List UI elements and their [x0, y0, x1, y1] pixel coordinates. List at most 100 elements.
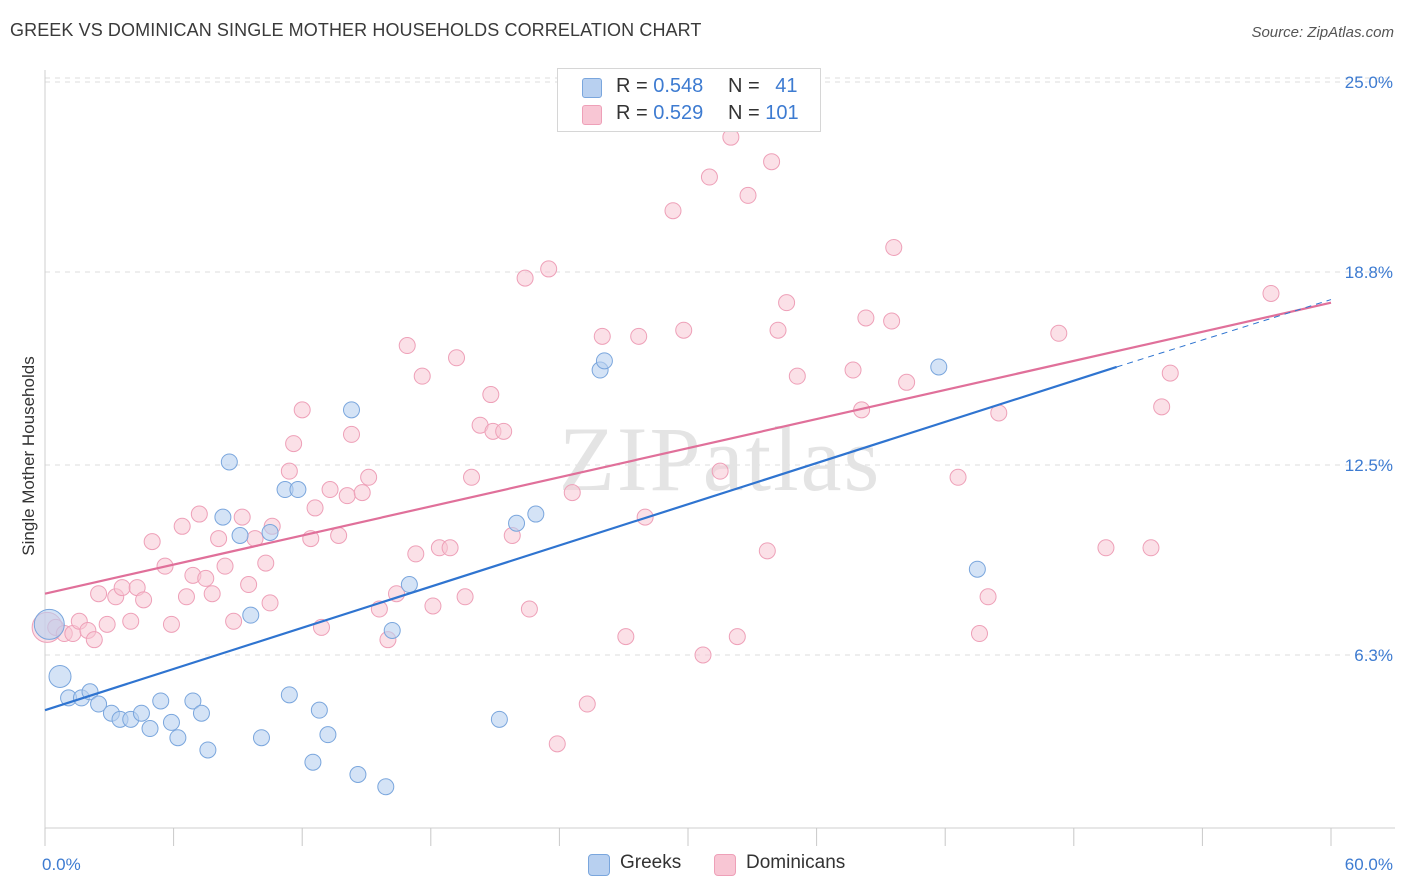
greeks-point — [968, 560, 986, 578]
greeks-point — [289, 481, 307, 499]
greeks-point — [33, 608, 65, 640]
greeks-point — [242, 606, 260, 624]
dominicans-point — [261, 594, 279, 612]
dominicans-point — [240, 576, 258, 594]
dominicans-point — [883, 312, 901, 330]
dominicans-point — [463, 468, 481, 486]
greeks-swatch — [588, 854, 610, 876]
dominicans-point — [122, 612, 140, 630]
dominicans-point — [844, 361, 862, 379]
dominicans-point — [293, 401, 311, 419]
greeks-point — [383, 621, 401, 639]
dominicans-point — [516, 269, 534, 287]
n-value-greeks: 41 — [775, 75, 798, 97]
legend-label-dominicans: Dominicans — [746, 852, 846, 873]
greeks-point — [132, 704, 150, 722]
greeks-point — [508, 514, 526, 532]
y-tick-label: 6.3% — [1354, 646, 1393, 665]
greeks-point — [141, 720, 159, 738]
dominicans-point — [424, 597, 442, 615]
dominicans-point — [85, 631, 103, 649]
dominicans-point — [578, 695, 596, 713]
r-label: R = — [616, 102, 648, 124]
dominicans-point — [1142, 539, 1160, 557]
dominicans-swatch — [714, 854, 736, 876]
dominicans-point — [210, 530, 228, 548]
dominicans-point — [1097, 539, 1115, 557]
n-label: N = — [728, 102, 760, 124]
y-tick-label: 12.5% — [1345, 456, 1393, 475]
greeks-point — [400, 576, 418, 594]
greeks-point — [595, 352, 613, 370]
source-note: Source: ZipAtlas.com — [1251, 24, 1394, 41]
dominicans-point — [664, 202, 682, 220]
greeks-point — [342, 401, 360, 419]
dominicans-point — [233, 508, 251, 526]
dominicans-point — [898, 373, 916, 391]
dominicans-point — [949, 468, 967, 486]
legend-series: Greeks Dominicans — [0, 852, 1406, 878]
dominicans-point — [280, 462, 298, 480]
dominicans-point — [441, 539, 459, 557]
dominicans-point — [540, 260, 558, 278]
greeks-point — [527, 505, 545, 523]
dominicans-point — [1050, 324, 1068, 342]
greeks-point — [192, 704, 210, 722]
dominicans-point — [177, 588, 195, 606]
greeks-point — [252, 729, 270, 747]
dominicans-point — [970, 625, 988, 643]
r-value-greeks: 0.548 — [653, 75, 704, 97]
dominicans-point — [711, 462, 729, 480]
dominicans-point — [495, 422, 513, 440]
greeks-point — [199, 741, 217, 759]
dominicans-point — [143, 533, 161, 551]
dominicans-point — [630, 327, 648, 345]
dominicans-point — [448, 349, 466, 367]
dominicans-point — [1262, 284, 1280, 302]
dominicans-point — [885, 238, 903, 256]
greeks-point — [319, 726, 337, 744]
dominicans-point — [675, 321, 693, 339]
dominicans-point — [857, 309, 875, 327]
n-value-dominicans: 101 — [765, 102, 799, 124]
dominicans-point — [135, 591, 153, 609]
grid-lines — [45, 77, 1395, 656]
dominicans-point — [216, 557, 234, 575]
dominicans-point — [398, 337, 416, 355]
greeks-point — [90, 695, 108, 713]
dominicans-point — [330, 527, 348, 545]
dominicans-point — [520, 600, 538, 618]
greeks-point — [184, 692, 202, 710]
dominicans-point — [456, 588, 474, 606]
greeks-point — [152, 692, 170, 710]
greeks-point — [490, 710, 508, 728]
dominicans-point — [758, 542, 776, 560]
dominicans-point — [173, 517, 191, 535]
dominicans-point — [203, 585, 221, 603]
dominicans-point — [778, 294, 796, 312]
dominicans-point — [342, 425, 360, 443]
dominicans-point — [548, 735, 566, 753]
dominicans-point — [763, 153, 781, 171]
greeks-point — [81, 683, 99, 701]
dominicans-point — [788, 367, 806, 385]
dominicans-point — [98, 615, 116, 633]
greeks-point — [220, 453, 238, 471]
legend-stats: R = 0.548 N = 41 R = 0.529 N = 101 — [557, 68, 821, 132]
dominicans-swatch — [582, 105, 602, 125]
x-tick-label: 0.0% — [42, 855, 81, 874]
dominicans-point — [617, 628, 635, 646]
dominicans-trend-line — [44, 301, 1332, 595]
dominicans-point — [413, 367, 431, 385]
dominicans-point — [306, 499, 324, 517]
dominicans-point — [1153, 398, 1171, 416]
n-label: N = — [728, 75, 760, 97]
dominicans-point — [700, 168, 718, 186]
dominicans-point — [360, 468, 378, 486]
dominicans-point — [338, 487, 356, 505]
dominicans-point — [563, 484, 581, 502]
dominicans-point — [190, 505, 208, 523]
trend-lines — [44, 299, 1332, 712]
dominicans-point — [593, 327, 611, 345]
